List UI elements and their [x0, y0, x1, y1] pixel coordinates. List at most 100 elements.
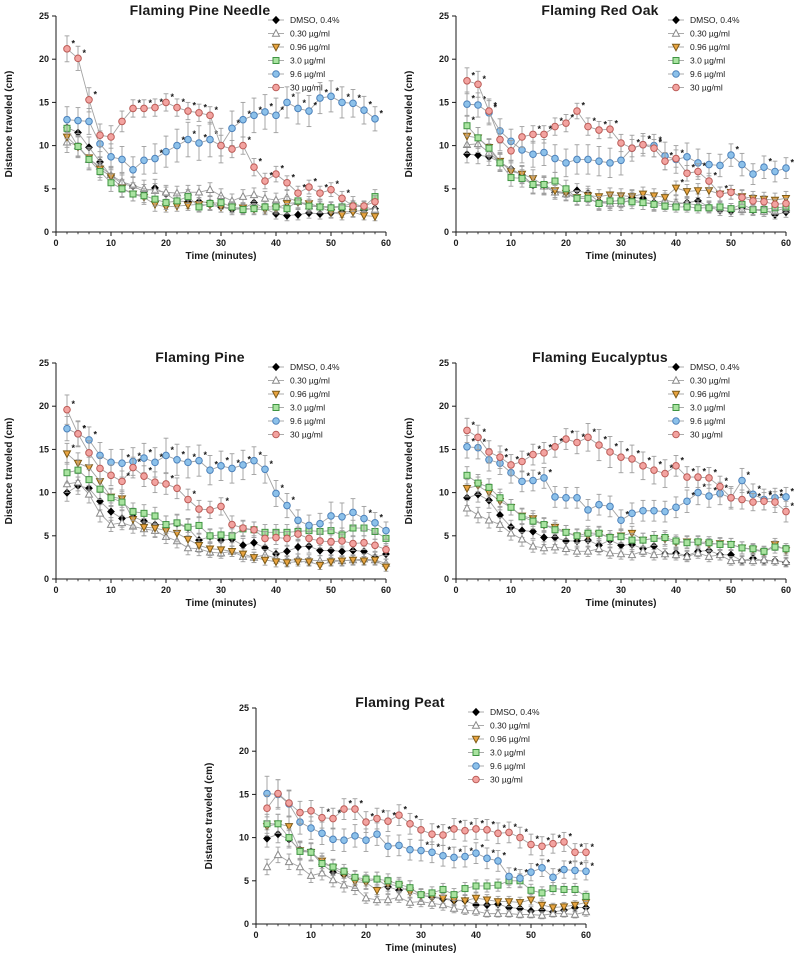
- svg-text:*: *: [692, 467, 696, 477]
- svg-text:0: 0: [44, 227, 49, 237]
- svg-text:10: 10: [306, 930, 316, 940]
- series-markers: [463, 471, 790, 555]
- series-markers: [463, 426, 790, 516]
- axes: [52, 15, 387, 236]
- chart-canvas: 0 5 10 15 20 25 0 10 20 30 40 50 60 Time (minutes) Dis…: [404, 11, 795, 262]
- svg-text:0.30 µg/ml: 0.30 µg/ml: [490, 721, 530, 731]
- svg-text:3.0 µg/ml: 3.0 µg/ml: [690, 56, 725, 66]
- svg-text:20: 20: [361, 930, 371, 940]
- svg-text:*: *: [448, 825, 452, 835]
- svg-text:*: *: [83, 423, 87, 433]
- chart-canvas: 0 5 10 15 20 25 0 10 20 30 40 50 60 Time (minutes) Dis…: [204, 703, 595, 954]
- svg-text:*: *: [171, 473, 175, 483]
- svg-text:*: *: [325, 183, 329, 193]
- svg-text:*: *: [259, 105, 263, 115]
- svg-text:*: *: [758, 492, 762, 502]
- svg-text:25: 25: [439, 358, 449, 368]
- svg-text:25: 25: [439, 11, 449, 21]
- svg-text:60: 60: [781, 238, 791, 248]
- svg-text:*: *: [472, 436, 476, 446]
- legend: DMSO, 0.4% 0.30 µg/ml 0.96 µg/ml 3.0 µg/ml 9…: [268, 362, 340, 440]
- svg-text:*: *: [94, 89, 98, 99]
- svg-text:0: 0: [53, 585, 58, 595]
- svg-text:*: *: [580, 842, 584, 852]
- svg-text:30 µg/ml: 30 µg/ml: [690, 83, 723, 93]
- svg-text:*: *: [138, 451, 142, 461]
- svg-text:*: *: [769, 489, 773, 499]
- svg-text:15: 15: [439, 444, 449, 454]
- svg-text:*: *: [758, 484, 762, 494]
- svg-text:*: *: [470, 820, 474, 830]
- svg-text:40: 40: [271, 238, 281, 248]
- significance-asterisks: *: [472, 115, 476, 125]
- svg-text:*: *: [338, 808, 342, 818]
- svg-text:*: *: [569, 831, 573, 841]
- series-markers: [263, 789, 590, 857]
- svg-text:*: *: [237, 458, 241, 468]
- svg-text:*: *: [160, 148, 164, 158]
- svg-text:*: *: [604, 120, 608, 130]
- legend: DMSO, 0.4% 0.30 µg/ml 0.96 µg/ml 3.0 µg/ml 9…: [668, 15, 740, 93]
- svg-text:*: *: [215, 105, 219, 115]
- svg-text:*: *: [571, 113, 575, 123]
- svg-text:*: *: [780, 487, 784, 497]
- svg-text:60: 60: [781, 585, 791, 595]
- svg-text:*: *: [626, 447, 630, 457]
- svg-text:*: *: [681, 177, 685, 187]
- svg-text:*: *: [336, 179, 340, 189]
- svg-text:*: *: [204, 133, 208, 143]
- svg-text:*: *: [259, 450, 263, 460]
- error-bars: [264, 846, 589, 920]
- svg-text:*: *: [426, 840, 430, 850]
- svg-text:5: 5: [444, 184, 449, 194]
- series-markers: [263, 820, 590, 900]
- svg-text:*: *: [549, 467, 553, 477]
- svg-text:30 µg/ml: 30 µg/ml: [490, 775, 523, 785]
- svg-text:*: *: [483, 74, 487, 84]
- svg-text:*: *: [193, 101, 197, 111]
- svg-text:10: 10: [239, 833, 249, 843]
- svg-text:5: 5: [44, 184, 49, 194]
- svg-text:10: 10: [106, 585, 116, 595]
- svg-text:Time (minutes): Time (minutes): [586, 598, 657, 609]
- svg-text:*: *: [83, 48, 87, 58]
- svg-text:40: 40: [671, 238, 681, 248]
- svg-text:40: 40: [271, 585, 281, 595]
- svg-text:*: *: [703, 161, 707, 171]
- svg-text:Distance traveled (cm): Distance traveled (cm): [404, 71, 415, 178]
- svg-text:15: 15: [239, 789, 249, 799]
- series-markers: [63, 92, 379, 174]
- significance-asterisks: *: [681, 177, 685, 187]
- svg-text:*: *: [725, 483, 729, 493]
- svg-text:20: 20: [561, 585, 571, 595]
- axes: [452, 15, 787, 236]
- svg-text:50: 50: [326, 238, 336, 248]
- svg-text:0: 0: [44, 574, 49, 584]
- svg-text:*: *: [259, 157, 263, 167]
- svg-text:*: *: [248, 454, 252, 464]
- svg-text:*: *: [382, 808, 386, 818]
- legend: DMSO, 0.4% 0.30 µg/ml 0.96 µg/ml 3.0 µg/ml 9…: [668, 362, 740, 440]
- svg-text:30 µg/ml: 30 µg/ml: [290, 430, 323, 440]
- svg-text:*: *: [182, 97, 186, 107]
- chart-canvas: 0 5 10 15 20 25 0 10 20 30 40 50 60 Time (minutes) Dis…: [4, 358, 391, 609]
- significance-asterisks: * * * * * * * * * * * * * * * * * * *: [160, 86, 384, 158]
- svg-text:*: *: [94, 429, 98, 439]
- significance-asterisks: **** ** *** ***** ** * *** * *** * * **: [472, 420, 795, 511]
- svg-text:0: 0: [244, 919, 249, 929]
- series-markers: [263, 789, 590, 883]
- svg-text:0.30 µg/ml: 0.30 µg/ml: [290, 376, 330, 386]
- svg-text:*: *: [558, 867, 562, 877]
- svg-text:*: *: [483, 427, 487, 437]
- svg-text:*: *: [494, 101, 498, 111]
- svg-text:*: *: [270, 101, 274, 111]
- svg-text:20: 20: [39, 54, 49, 64]
- chart-canvas: 0 5 10 15 20 25 0 10 20 30 40 50 60 Time (minutes) Dis…: [4, 11, 391, 262]
- svg-text:*: *: [714, 171, 718, 181]
- svg-text:25: 25: [239, 703, 249, 713]
- svg-text:30: 30: [616, 585, 626, 595]
- svg-text:*: *: [325, 88, 329, 98]
- svg-text:DMSO, 0.4%: DMSO, 0.4%: [690, 15, 740, 25]
- svg-text:*: *: [527, 451, 531, 461]
- svg-text:*: *: [503, 850, 507, 860]
